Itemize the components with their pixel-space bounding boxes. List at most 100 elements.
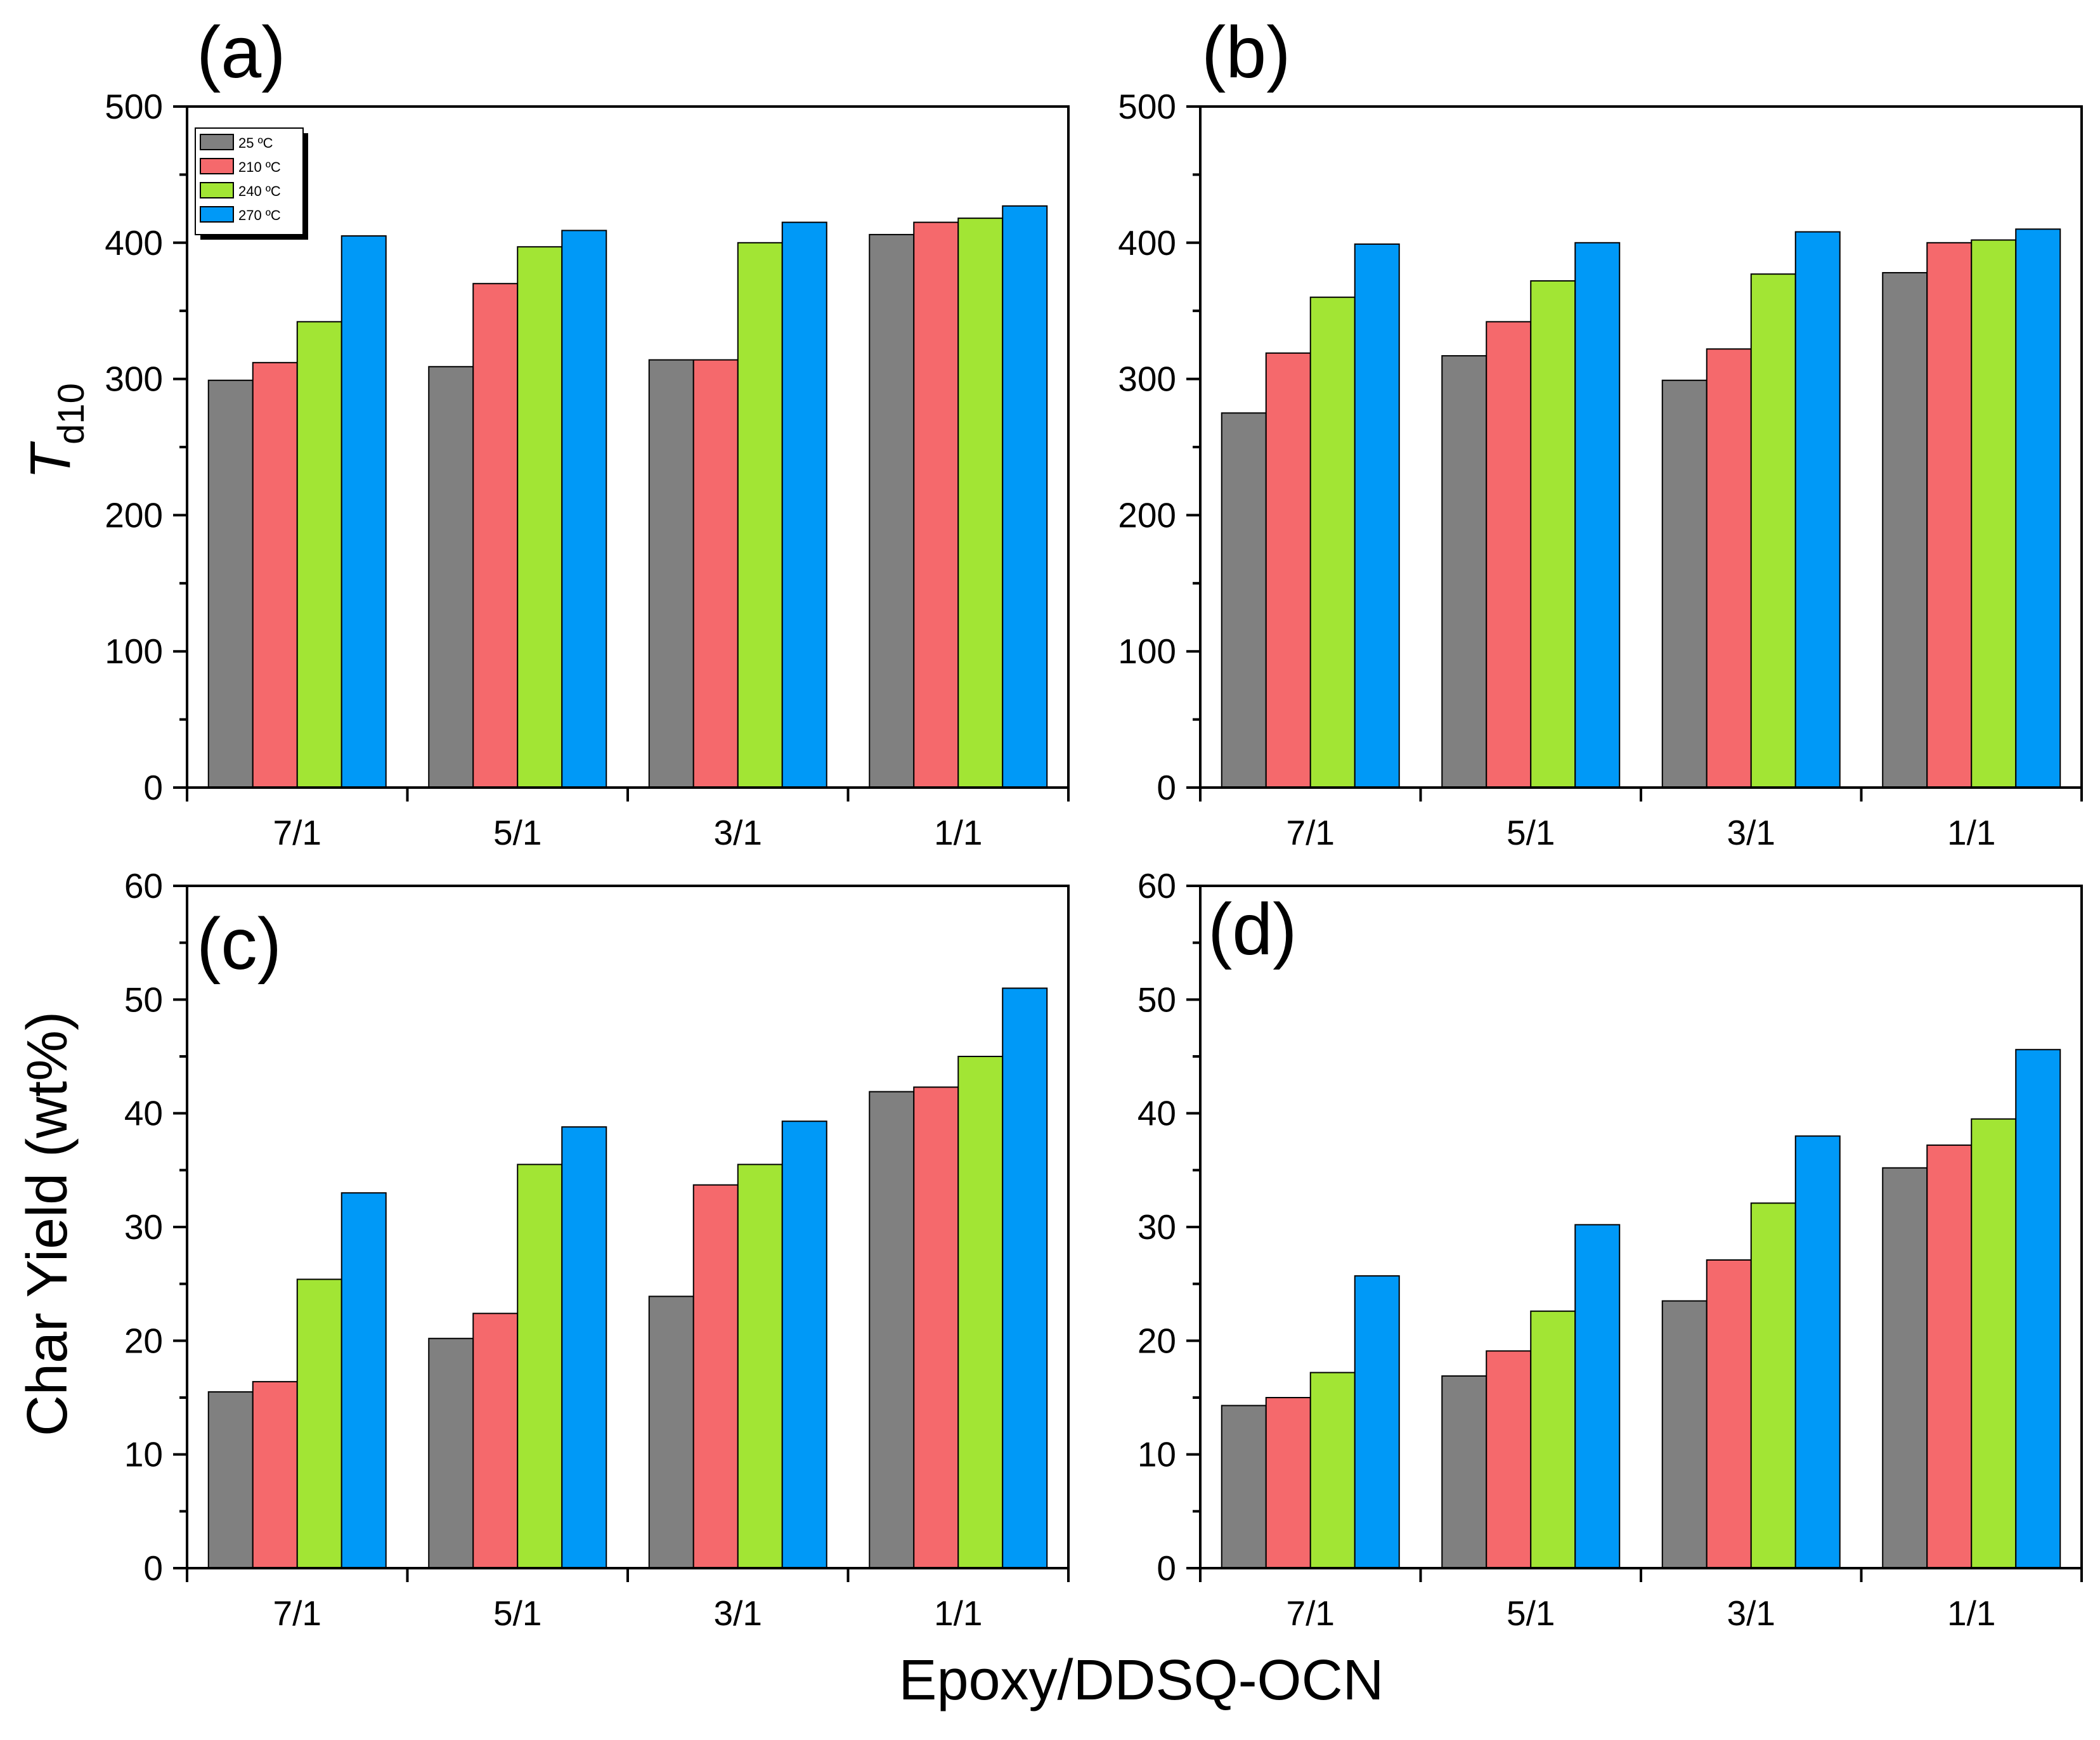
bar — [1002, 205, 1048, 788]
bar — [340, 1192, 387, 1569]
bar — [1926, 242, 1973, 788]
bar — [296, 321, 342, 789]
legend-label: 25 ºC — [238, 135, 273, 151]
x-tick-label: 5/1 — [1507, 813, 1555, 852]
y-tick-label: 300 — [1118, 360, 1176, 399]
bar — [737, 1164, 783, 1569]
y-tick-label: 0 — [1157, 1548, 1176, 1588]
legend: 25 ºC 210 ºC 240 ºC 270 ºC — [195, 127, 308, 240]
y-tick-label: 60 — [124, 866, 163, 906]
legend-swatch — [200, 182, 234, 198]
bar — [1486, 321, 1532, 789]
bar — [692, 1184, 739, 1569]
x-tick-label: 3/1 — [1727, 813, 1775, 852]
bar — [252, 361, 298, 788]
bar — [207, 1391, 254, 1569]
legend-label: 270 ºC — [238, 207, 281, 223]
bar — [781, 221, 827, 788]
bar — [1794, 231, 1841, 788]
bar — [1661, 1300, 1708, 1569]
bar — [869, 1091, 915, 1569]
bar — [340, 235, 387, 788]
y-tick-label: 100 — [1118, 632, 1176, 671]
bar — [648, 359, 694, 788]
bar — [781, 1120, 827, 1569]
y-tick-label: 10 — [1138, 1435, 1176, 1474]
x-tick-label: 7/1 — [273, 813, 321, 852]
bar — [1971, 1118, 2017, 1569]
bar — [1441, 355, 1488, 788]
panel-label: (c) — [197, 904, 282, 985]
panel-label: (a) — [197, 12, 286, 93]
x-tick-label: 3/1 — [714, 813, 762, 852]
bar — [1265, 352, 1311, 788]
bar — [1794, 1135, 1841, 1569]
bar — [1265, 1397, 1311, 1569]
panel-label: (b) — [1202, 12, 1291, 93]
bar — [913, 1086, 959, 1569]
bar — [561, 1126, 607, 1569]
legend-swatch — [200, 206, 234, 223]
bar — [472, 1313, 519, 1569]
y-tick-label: 20 — [124, 1321, 163, 1360]
bar — [1002, 987, 1048, 1569]
legend-label: 240 ºC — [238, 183, 281, 199]
bar — [692, 359, 739, 788]
chart-panel: 0 10 20 30 40 50 60 7/1 5/1 3/1 1/1 (c) — [124, 866, 1070, 1633]
y-tick-label: 0 — [143, 1548, 163, 1588]
bar — [1221, 1405, 1267, 1569]
bar — [1354, 243, 1400, 788]
y-axis-title-top-main: T — [19, 441, 82, 479]
y-tick-label: 300 — [105, 360, 163, 399]
bar — [648, 1295, 694, 1569]
bar — [1441, 1375, 1488, 1569]
y-tick-label: 500 — [105, 87, 163, 126]
y-tick-label: 500 — [1118, 87, 1176, 126]
y-tick-label: 10 — [124, 1435, 163, 1474]
y-axis-title-bottom: Char Yield (wt%) — [16, 1011, 79, 1436]
bar — [1661, 379, 1708, 788]
bar — [1882, 1167, 1928, 1569]
bar — [1750, 1202, 1796, 1569]
x-tick-label: 7/1 — [1287, 813, 1335, 852]
x-tick-label: 3/1 — [714, 1594, 762, 1633]
bar — [1530, 1310, 1576, 1569]
bar — [1486, 1350, 1532, 1569]
y-tick-label: 400 — [105, 223, 163, 263]
bar — [517, 1164, 563, 1569]
y-tick-label: 0 — [143, 768, 163, 807]
bar — [2015, 1049, 2061, 1569]
y-tick-label: 0 — [1157, 768, 1176, 807]
bar — [1882, 272, 1928, 788]
bar — [1221, 412, 1267, 788]
y-tick-label: 40 — [124, 1094, 163, 1133]
bar — [561, 230, 607, 788]
x-tick-label: 5/1 — [493, 813, 541, 852]
x-tick-label: 3/1 — [1727, 1594, 1775, 1633]
bar — [1706, 348, 1752, 788]
bar — [957, 218, 1004, 788]
legend-label: 210 ºC — [238, 159, 281, 175]
x-tick-label: 5/1 — [1507, 1594, 1555, 1633]
bar — [1309, 296, 1356, 789]
y-axis-title-top-subscript: d10 — [51, 383, 92, 445]
bar — [1706, 1259, 1752, 1569]
bar — [252, 1380, 298, 1569]
x-tick-label: 5/1 — [493, 1594, 541, 1633]
x-tick-label: 1/1 — [1947, 1594, 1995, 1633]
bar — [2015, 228, 2061, 788]
panel-label: (d) — [1208, 889, 1297, 970]
bar — [1574, 1224, 1621, 1569]
y-tick-label: 30 — [124, 1207, 163, 1247]
chart-panel: 0 10 20 30 40 50 60 7/1 5/1 3/1 1/1 (d) — [1138, 866, 2083, 1633]
bar — [428, 366, 474, 788]
y-tick-label: 200 — [1118, 495, 1176, 535]
bar — [1971, 239, 2017, 788]
y-tick-label: 100 — [105, 632, 163, 671]
y-tick-label: 400 — [1118, 223, 1176, 263]
y-tick-label: 200 — [105, 495, 163, 535]
x-tick-label: 1/1 — [934, 1594, 982, 1633]
y-axis-title-top: Td10 — [19, 383, 92, 479]
legend-swatch — [200, 158, 234, 174]
